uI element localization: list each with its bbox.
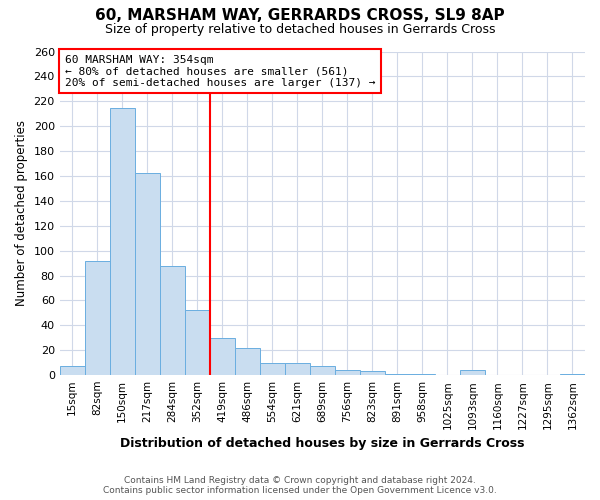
Bar — [59, 366, 85, 375]
Bar — [335, 370, 360, 375]
Bar — [235, 348, 260, 375]
X-axis label: Distribution of detached houses by size in Gerrards Cross: Distribution of detached houses by size … — [120, 437, 524, 450]
Bar — [185, 310, 210, 375]
Bar — [85, 260, 110, 375]
Bar — [210, 338, 235, 375]
Bar — [285, 362, 310, 375]
Bar — [410, 374, 435, 375]
Bar — [160, 266, 185, 375]
Bar — [310, 366, 335, 375]
Text: Contains HM Land Registry data © Crown copyright and database right 2024.
Contai: Contains HM Land Registry data © Crown c… — [103, 476, 497, 495]
Bar — [110, 108, 135, 375]
Bar — [460, 370, 485, 375]
Text: 60 MARSHAM WAY: 354sqm
← 80% of detached houses are smaller (561)
20% of semi-de: 60 MARSHAM WAY: 354sqm ← 80% of detached… — [65, 54, 376, 88]
Bar — [360, 372, 385, 375]
Bar — [260, 362, 285, 375]
Y-axis label: Number of detached properties: Number of detached properties — [15, 120, 28, 306]
Bar — [135, 174, 160, 375]
Text: 60, MARSHAM WAY, GERRARDS CROSS, SL9 8AP: 60, MARSHAM WAY, GERRARDS CROSS, SL9 8AP — [95, 8, 505, 22]
Bar — [560, 374, 585, 375]
Text: Size of property relative to detached houses in Gerrards Cross: Size of property relative to detached ho… — [105, 22, 495, 36]
Bar — [385, 374, 410, 375]
